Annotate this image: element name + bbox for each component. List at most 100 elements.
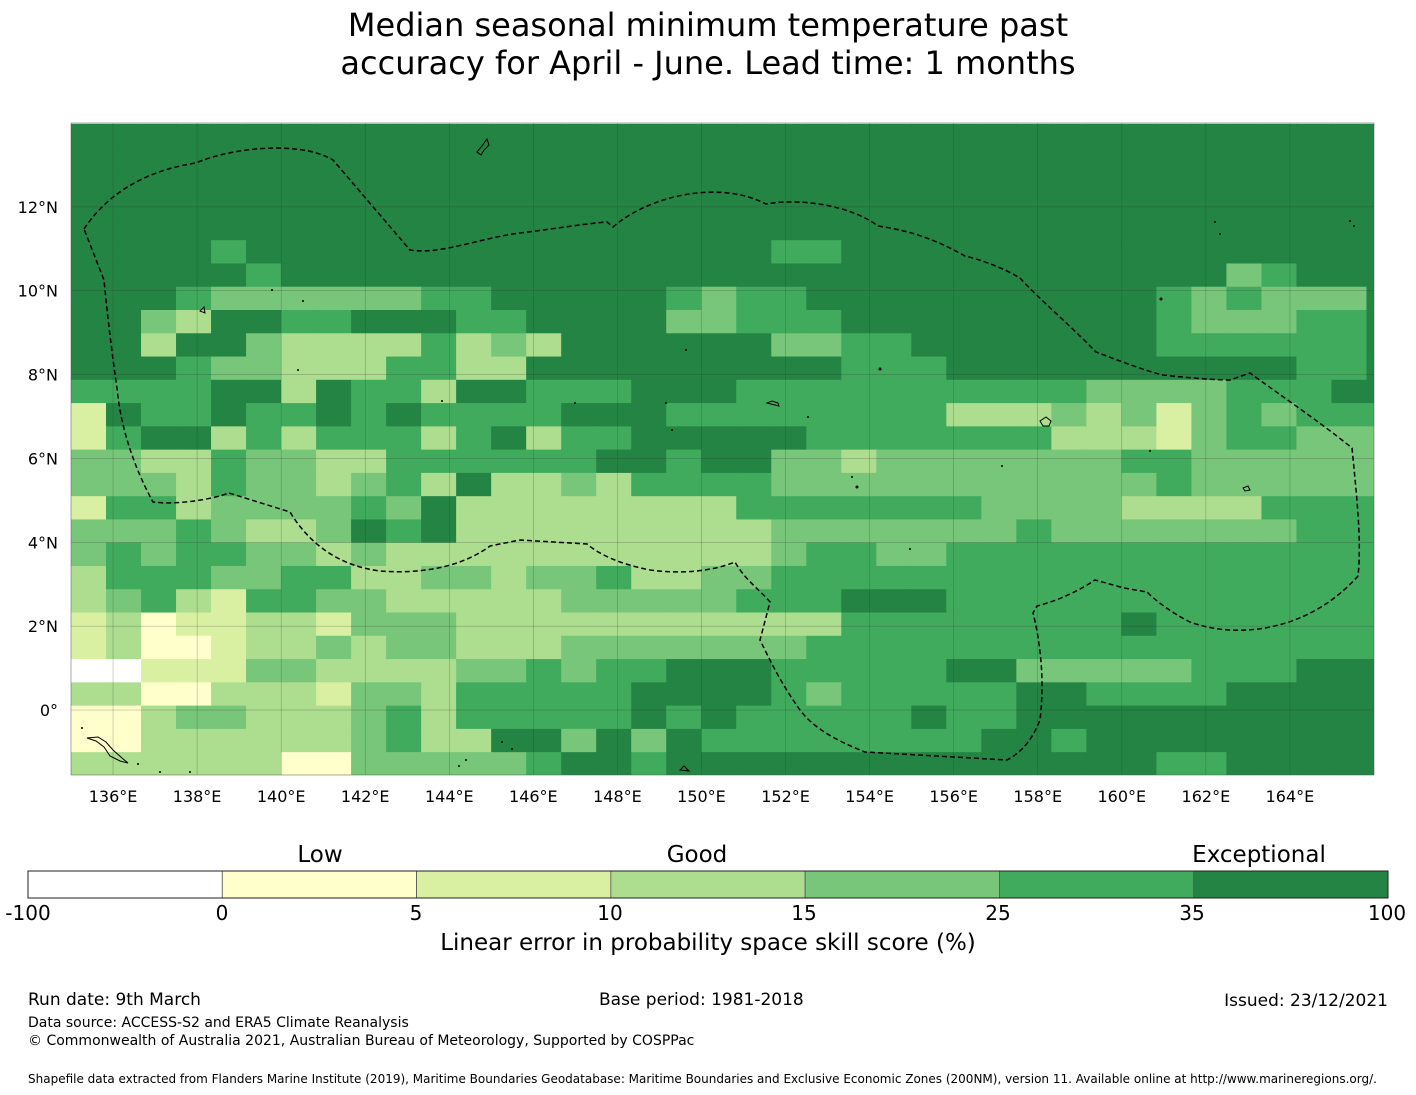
heatmap-cell [491,449,527,474]
longitude-tick-label: 160°E [1097,787,1146,806]
heatmap-cell [1261,170,1298,195]
heatmap-cell [771,379,807,404]
heatmap-cell [596,263,632,288]
islet [81,727,83,729]
heatmap-cell [386,263,422,288]
heatmap-cell [736,123,772,148]
issued-date: Issued: 23/12/2021 [1224,991,1388,1011]
heatmap-cell [701,379,737,404]
heatmap-cell [666,193,702,218]
heatmap-cell [351,635,387,660]
heatmap-cell [526,472,562,497]
heatmap-cell [456,682,492,707]
heatmap-cell [946,216,982,241]
heatmap-cell [1366,147,1374,171]
heatmap-cell [176,589,212,614]
heatmap-cell [981,216,1017,241]
heatmap-cell [491,682,527,707]
heatmap-cell [246,519,282,544]
heatmap-cell [351,216,387,241]
heatmap-cell [106,822,142,846]
heatmap-cell [1366,356,1374,381]
heatmap-cell [1051,519,1087,544]
heatmap-cell [246,635,282,660]
heatmap-cell [176,379,212,404]
heatmap-cell [526,263,562,288]
heatmap-cell [631,170,667,195]
heatmap-cell [1121,728,1157,753]
heatmap-cell [561,216,597,241]
heatmap-cell [71,728,107,753]
heatmap-cell [1226,240,1263,265]
heatmap-cell [1121,123,1157,148]
heatmap-cell [561,123,597,148]
heatmap-cell [141,752,177,775]
heatmap-cell [946,449,982,474]
heatmap-cell [176,216,212,241]
heatmap-cell [316,728,352,753]
heatmap-cell [1086,472,1122,497]
heatmap-cell [526,752,562,775]
heatmap-cell [1296,263,1333,288]
heatmap-cell [491,193,527,218]
heatmap-cell [1086,728,1122,753]
heatmap-cell [631,356,667,381]
colorbar-tick: 15 [791,901,817,925]
heatmap-cell [981,845,1017,869]
heatmap-cell [1086,542,1122,567]
heatmap-cell [561,286,597,311]
heatmap-cell [666,612,702,637]
heatmap-cell [946,822,982,846]
heatmap-cell [701,705,737,730]
heatmap-cell [456,449,492,474]
heatmap-cell [1086,356,1122,381]
heatmap-cell [911,333,947,358]
heatmap-cell [946,728,982,753]
heatmap-cell [1366,565,1374,590]
heatmap-cell [176,123,212,148]
heatmap-cell [1051,193,1087,218]
heatmap-cell [141,659,177,683]
heatmap-cell [526,565,562,590]
heatmap-cell [981,542,1017,567]
longitude-tick-label: 144°E [425,787,474,806]
heatmap-cell [1331,426,1368,451]
heatmap-cell [526,426,562,451]
heatmap-cell [246,170,282,195]
heatmap-cell [316,589,352,614]
heatmap-cell [71,193,107,218]
heatmap-cell [1226,356,1263,381]
heatmap-cell [1121,310,1157,334]
heatmap-cell [561,193,597,218]
heatmap-cell [106,403,142,427]
heatmap-cell [806,822,842,846]
heatmap-cell [1366,123,1374,148]
islet [271,289,273,291]
heatmap-cell [1191,147,1228,171]
heatmap-cell [526,170,562,195]
heatmap-cell [1191,519,1228,544]
heatmap-cell [526,193,562,218]
heatmap-cell [176,728,212,753]
heatmap-cell [771,147,807,171]
heatmap-cell [911,310,947,334]
heatmap-cell [491,519,527,544]
heatmap-cell [1191,472,1228,497]
heatmap-cell [1296,170,1333,195]
heatmap-cell [981,705,1017,730]
heatmap-cell [1086,752,1122,775]
heatmap-cell [1191,635,1228,660]
heatmap-cell [561,519,597,544]
heatmap-cell [981,822,1017,846]
heatmap-cell [1051,147,1087,171]
heatmap-cell [771,263,807,288]
chart-title-line-2: accuracy for April - June. Lead time: 1 … [340,44,1076,82]
heatmap-cell [421,193,457,218]
heatmap-cell [491,216,527,241]
heatmap-cell [631,240,667,265]
heatmap-cell [491,705,527,730]
heatmap-cell [491,310,527,334]
heatmap-cell [351,496,387,521]
skill-grid [71,123,1374,869]
heatmap-cell [596,193,632,218]
